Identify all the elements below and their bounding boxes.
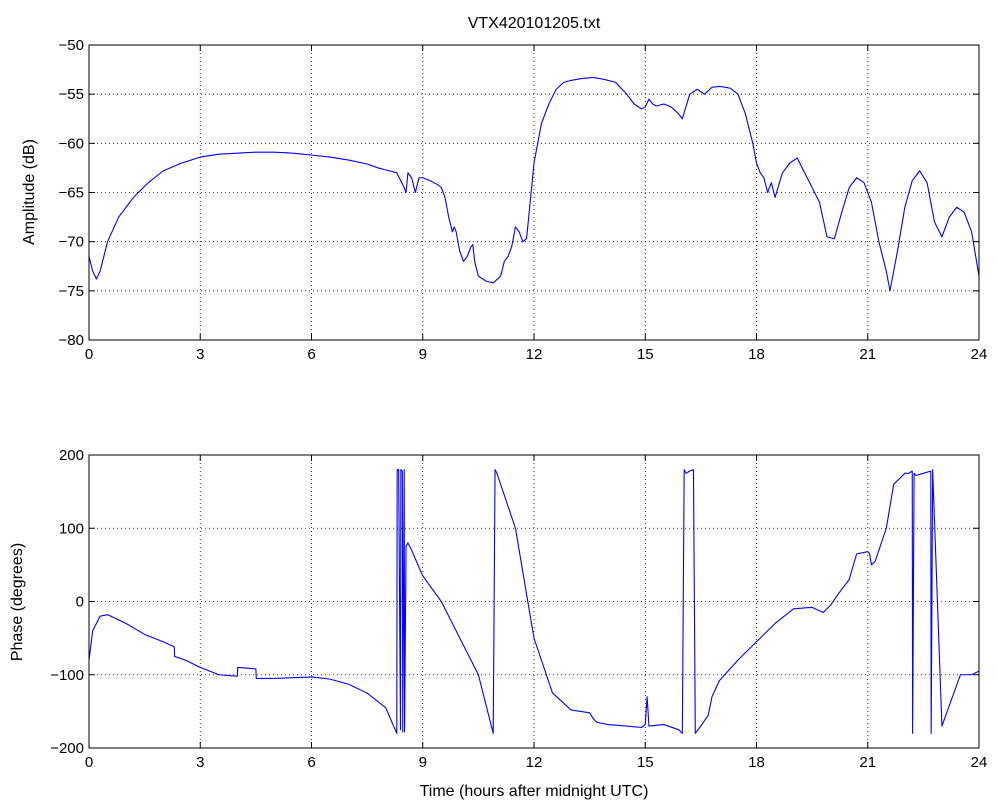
phase-x-tick-label: 3	[196, 754, 204, 771]
amplitude-y-tick-label: −65	[59, 185, 84, 202]
x-axis-label: Time (hours after midnight UTC)	[420, 783, 649, 800]
amplitude-x-tick-label: 9	[419, 346, 427, 363]
amplitude-x-tick-label: 12	[526, 346, 543, 363]
amplitude-panel: 0 3 6 9 12 15 18 21 24 −80 −75 −70 −65 −60 −55 −50	[59, 37, 988, 363]
phase-series-line	[88, 469, 980, 734]
phase-x-tick-label: 12	[526, 754, 543, 771]
phase-y-tick-label: 0	[76, 594, 84, 611]
phase-y-tick-label: −200	[50, 740, 84, 757]
amplitude-y-tick-label: −50	[59, 37, 84, 54]
amplitude-x-tick-label: 15	[637, 346, 654, 363]
amplitude-x-tick-label: 0	[85, 346, 93, 363]
phase-y-tick-label: 100	[59, 520, 84, 537]
amplitude-y-axis-label: Amplitude (dB)	[21, 139, 38, 245]
amplitude-y-tick-label: −60	[59, 135, 84, 152]
amplitude-x-tick-label: 21	[859, 346, 876, 363]
amplitude-y-tick-label: −55	[59, 86, 84, 103]
phase-y-axis-label: Phase (degrees)	[9, 543, 26, 661]
amplitude-x-tick-label: 18	[748, 346, 765, 363]
amplitude-series-line	[88, 76, 980, 292]
phase-x-tick-label: 18	[748, 754, 765, 771]
phase-x-tick-label: 6	[307, 754, 315, 771]
amplitude-y-tick-label: −80	[59, 332, 84, 349]
amplitude-x-tick-label: 6	[307, 346, 315, 363]
phase-y-tick-label: 200	[59, 447, 84, 464]
chart-title: VTX420101205.txt	[468, 15, 601, 32]
amplitude-x-tick-label: 3	[196, 346, 204, 363]
amplitude-y-tick-label: −70	[59, 234, 84, 251]
phase-x-tick-label: 9	[419, 754, 427, 771]
phase-x-tick-label: 15	[637, 754, 654, 771]
amplitude-y-tick-label: −75	[59, 283, 84, 300]
phase-x-tick-label: 0	[85, 754, 93, 771]
amplitude-x-tick-label: 24	[971, 346, 988, 363]
phase-y-tick-label: −100	[50, 667, 84, 684]
phase-x-tick-label: 24	[971, 754, 988, 771]
phase-panel: 0 3 6 9 12 15 18 21 24 −200 −100 0 100 200	[50, 447, 987, 771]
phase-x-tick-label: 21	[859, 754, 876, 771]
